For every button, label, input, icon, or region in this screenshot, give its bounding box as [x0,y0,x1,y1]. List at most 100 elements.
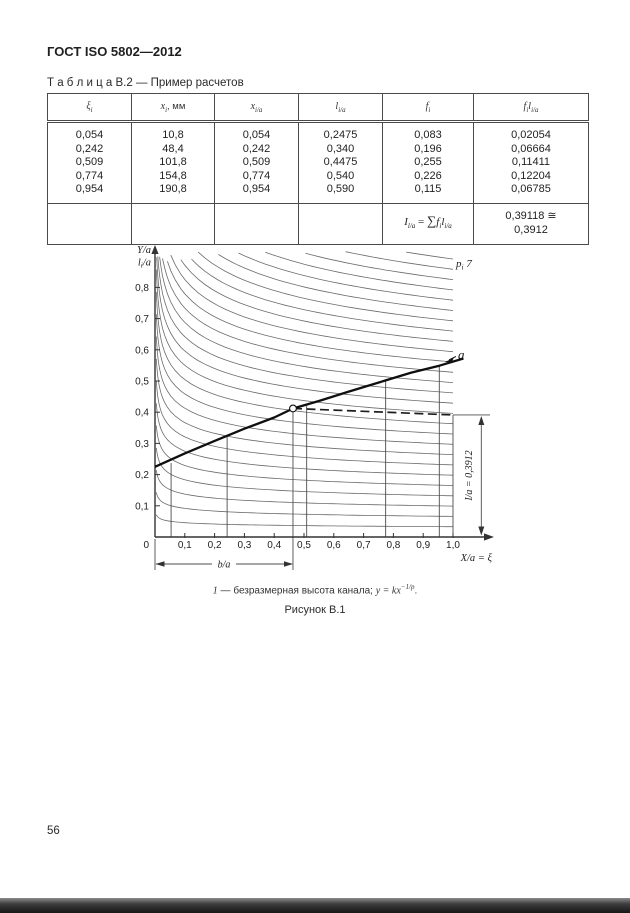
column-header: fi [382,93,474,123]
column-header: li/a [298,93,383,123]
sum-value-line1: 0,39118 ≅ [505,210,557,222]
y-tick-label: 0,4 [135,408,149,419]
family-curve [155,447,454,497]
empty-cell [47,202,132,245]
dim-arrow-up-icon [478,415,485,425]
table-cell: 0,540 [298,169,383,183]
table-cell: 0,115 [382,183,474,203]
empty-cell [131,202,215,245]
family-curve [159,256,454,383]
x-tick-label: 0,8 [386,540,400,551]
table-cell: 190,8 [131,183,215,203]
footnote-period: . [414,585,418,597]
table-row: 0,054 10,8 0,054 0,2475 0,083 0,02054 [47,121,589,143]
table-cell: 0,509 [47,156,132,170]
leader-arrow-icon [445,357,454,363]
table-row: 0,954 190,8 0,954 0,590 0,115 0,06785 [47,183,589,203]
x-axis-title: X/a = ξ [460,553,493,564]
scan-artifact-band [0,898,630,913]
table-cell: 0,11411 [473,156,589,170]
table-cell: 0,954 [214,183,299,203]
intersection-marker [289,404,297,413]
table-cell: 0,083 [382,121,474,143]
family-curve [156,257,454,404]
footnote-dash: — [217,585,234,597]
family-curve [155,291,454,425]
family-curve [155,314,454,435]
y-tick-label: 0,8 [135,283,149,294]
family-curve [155,380,454,466]
table-cell: 0,054 [47,121,132,143]
table-cell: 0,4475 [298,156,383,170]
calculation-table: ξi xi, мм xi/a li/a fi fili/a 0,054 10,8 0,054 0… [47,93,589,245]
y-tick-label: 0,2 [135,470,149,481]
family-curve [155,470,454,507]
sum-value-cell: 0,39118 ≅ 0,3912 [473,202,589,245]
family-curve [155,403,454,476]
table-cell: 0,774 [214,169,299,183]
summary-row: Il/a = ∑fili/a 0,39118 ≅ 0,3912 [47,202,589,245]
footnote-formula: y = kx [375,585,401,597]
axes: 0,1 0,2 0,3 0,4 0,5 0,6 0,7 0,8 0,9 1,0 0,1 0,2 0,3 0… [135,245,494,564]
family-curve [191,258,454,332]
family-curve [155,425,454,486]
table-cell: 0,054 [214,121,299,143]
column-header-suffix: , мм [167,100,186,112]
table-cell: 0,340 [298,142,383,156]
x-tick-label: 0,9 [416,540,430,551]
bottom-dimension: b/a [155,560,293,571]
empty-cell [214,202,299,245]
line-a-callout: a [445,347,465,363]
y-tick-label: 0,1 [135,501,149,512]
table-cell: 0,954 [47,183,132,203]
table-cell: 0,12204 [473,169,589,183]
family-curve [218,254,454,311]
y-tick-label: 0,7 [135,314,149,325]
figure-footnote: 1 — безразмерная высота канала; y = kx−1… [0,583,630,596]
y-axis-title: Y/a [137,245,151,256]
table-cell: 101,8 [131,156,215,170]
x-tick-label: 0,5 [297,540,311,551]
family-curve [345,251,454,270]
sum-formula-cell: Il/a = ∑fili/a [382,202,474,245]
family-curve [238,252,454,301]
family-curve [155,492,454,517]
x-axis-arrow-icon [484,533,494,541]
table-summary: Il/a = ∑fili/a 0,39118 ≅ 0,3912 [47,202,589,245]
y-tick-label: 0,3 [135,439,149,450]
figure-caption: Рисунок В.1 [284,604,346,616]
family-curve [157,256,454,394]
table-cell: 10,8 [131,121,215,143]
footnote-callout: 1 [212,585,218,597]
family-curve [265,251,454,291]
table-cell: 0,590 [298,183,383,203]
family-curve [155,336,454,445]
table-cell: 0,06785 [473,183,589,203]
column-header: xi, мм [131,93,215,123]
curve-family-label: pi 7 [455,258,472,272]
x-tick-label: 1,0 [446,540,460,551]
table-cell: 0,242 [47,142,132,156]
empty-cell [298,202,383,245]
curve-family [155,251,454,528]
table-cell: 0,06664 [473,142,589,156]
table-row: 0,774 154,8 0,774 0,540 0,226 0,12204 [47,169,589,183]
x-tick-label: 0,7 [357,540,371,551]
column-header: ξi [47,93,132,123]
origin-label: 0 [143,540,149,551]
family-curve [406,251,454,260]
dim-arrow-down-icon [478,526,485,536]
figure-b1-chart: I/a = 0,3912 b/a 0,1 0,2 0,3 0,4 0,5 0,6 0,7 0,8 0… [135,245,494,571]
table-cell: 0,255 [382,156,474,170]
y-tick-label: 0,6 [135,345,149,356]
x-tick-label: 0,1 [178,540,192,551]
header-row: ξi xi, мм xi/a li/a fi fili/a [47,93,589,123]
family-curve [155,358,454,455]
sum-value-line2: 0,3912 [514,223,548,236]
right-dimension-label: I/a = 0,3912 [464,450,475,501]
measured-line-a [154,357,464,468]
table-cell: 0,02054 [473,121,589,143]
right-dimension: I/a = 0,3912 [453,414,490,536]
table-cell: 0,196 [382,142,474,156]
